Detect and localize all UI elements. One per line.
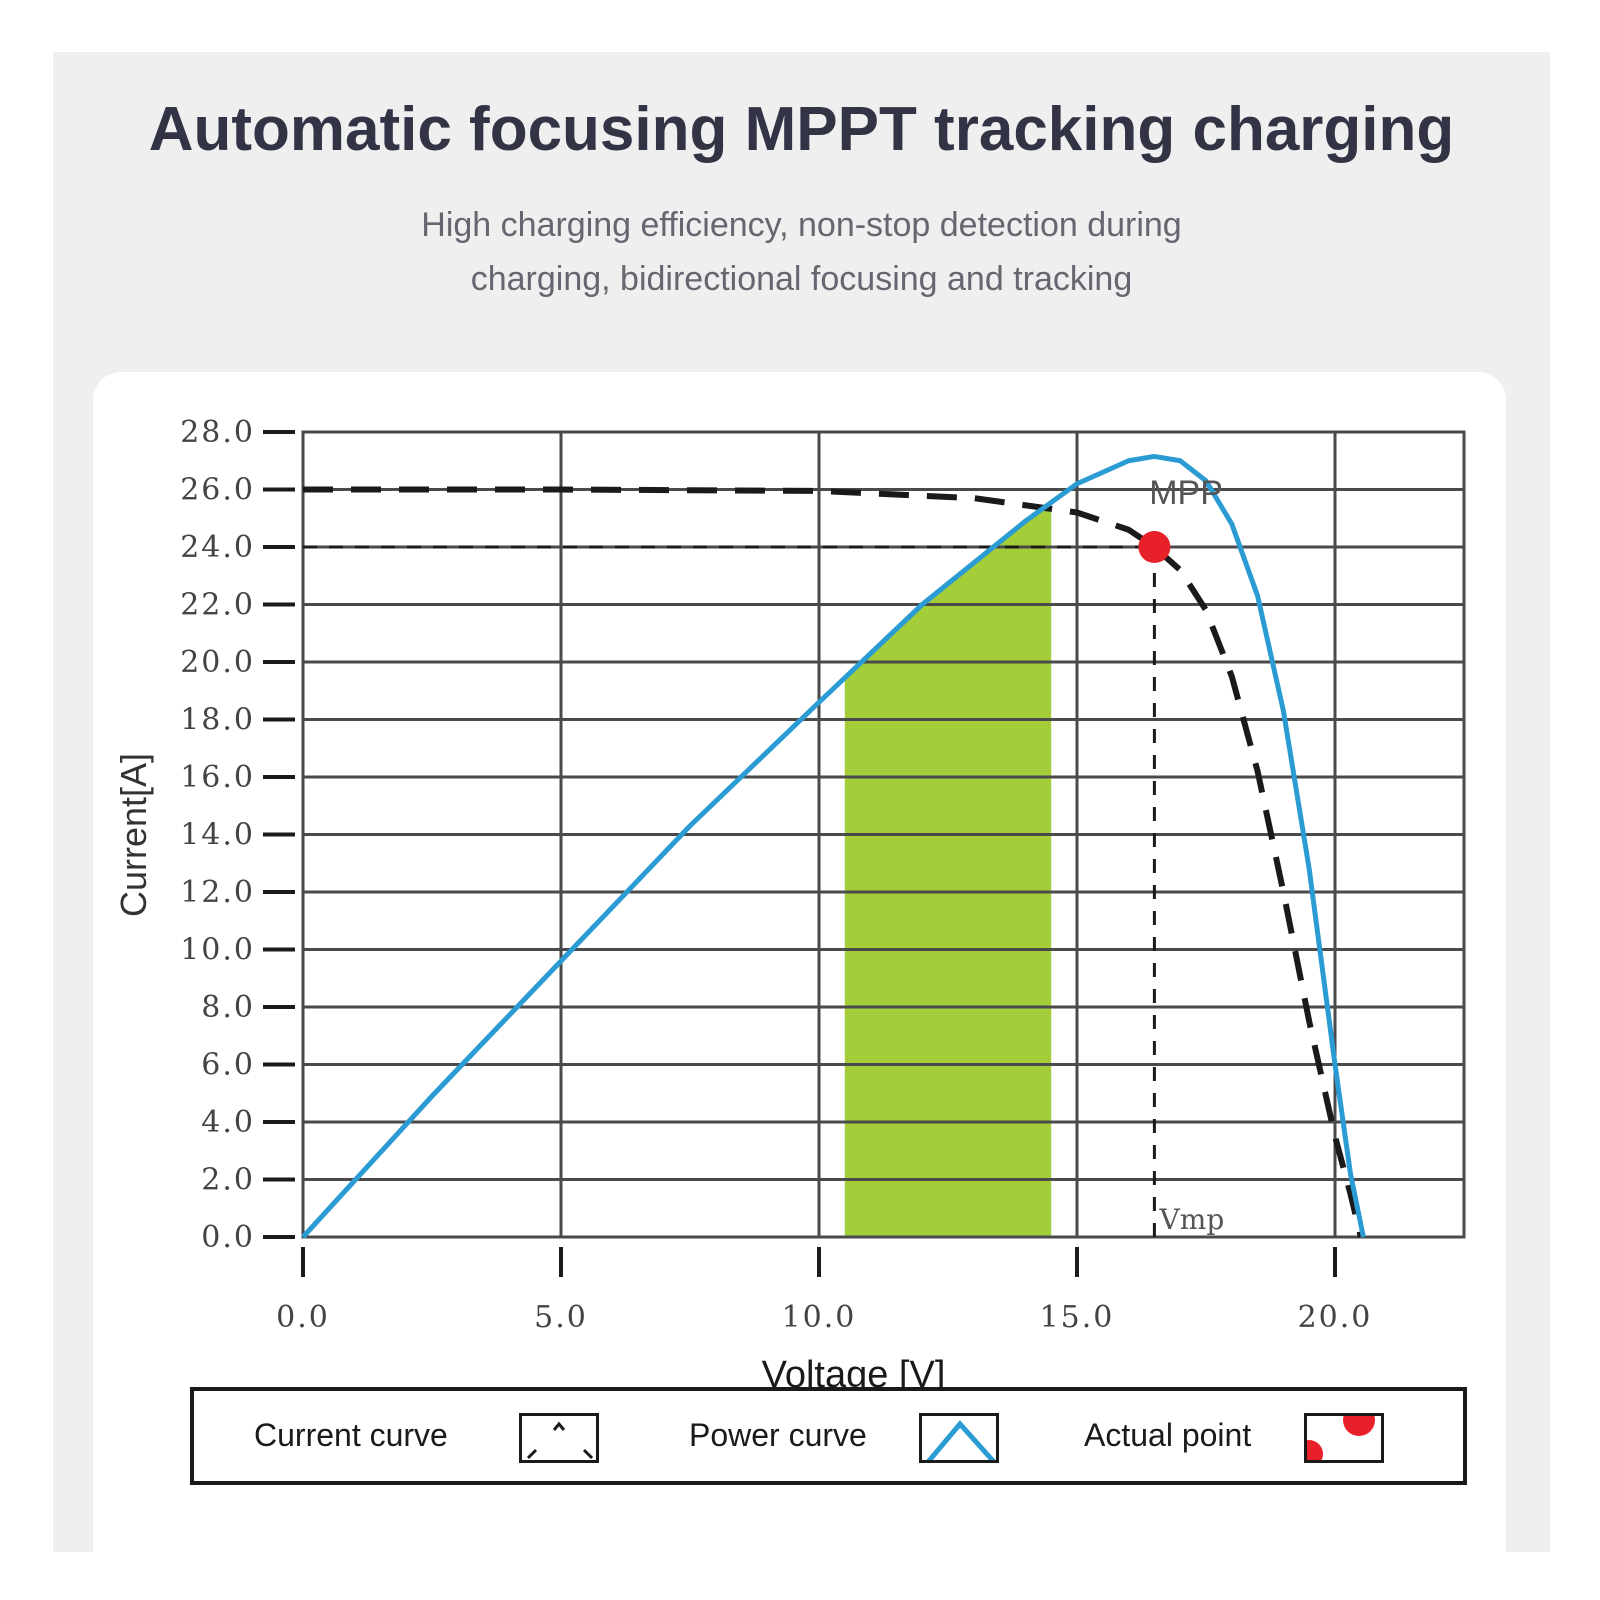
x-tick-label: 5.0 (534, 1300, 588, 1335)
x-tick-label: 10.0 (782, 1300, 857, 1335)
y-tick-label: 6.0 (201, 1048, 255, 1083)
dashed-curve-icon (519, 1413, 599, 1463)
y-tick-label: 22.0 (180, 588, 255, 623)
y-tick-label: 16.0 (180, 760, 255, 795)
plot-border (301, 430, 1466, 1239)
page-subtitle: High charging efficiency, non-stop detec… (53, 198, 1550, 306)
y-tick-label: 8.0 (201, 990, 255, 1025)
vmp-annotation: Vmp (1159, 1203, 1225, 1236)
shaded-operating-region (844, 502, 1052, 1237)
y-axis-label: Current[A] (113, 753, 154, 917)
y-tick-label: 4.0 (201, 1105, 255, 1140)
page-title: Automatic focusing MPPT tracking chargin… (148, 95, 1455, 164)
x-tick-label: 0.0 (276, 1300, 330, 1335)
power-curve-line (301, 453, 1366, 1239)
legend-label-current-curve: Current curve (254, 1417, 448, 1453)
y-tick-label: 2.0 (201, 1163, 255, 1198)
red-dot-icon (1304, 1413, 1384, 1463)
y-tick-label: 10.0 (180, 933, 255, 968)
subtitle-line-2: charging, bidirectional focusing and tra… (470, 260, 1133, 298)
y-tick-label: 28.0 (180, 415, 255, 450)
y-tick-label: 12.0 (180, 875, 255, 910)
legend-label-actual-point: Actual point (1084, 1417, 1252, 1453)
y-tick-label: 0.0 (201, 1220, 255, 1255)
actual-point-marker (1138, 531, 1171, 563)
legend-label-power-curve: Power curve (689, 1417, 867, 1453)
y-tick-label: 18.0 (180, 703, 255, 738)
y-tick-label: 24.0 (180, 530, 255, 565)
y-tick-label: 26.0 (180, 473, 255, 508)
x-tick-label: 15.0 (1040, 1300, 1115, 1335)
mpp-annotation: MPP (1149, 474, 1223, 512)
current-curve-line (303, 486, 1364, 1238)
y-tick-label: 20.0 (180, 645, 255, 680)
y-tick-label: 14.0 (180, 818, 255, 853)
x-tick-label: 20.0 (1298, 1300, 1373, 1335)
blue-peak-icon (919, 1413, 999, 1463)
chart-legend: Current curve Power curve Actual point (190, 1387, 1467, 1485)
subtitle-line-1: High charging efficiency, non-stop detec… (421, 206, 1182, 244)
